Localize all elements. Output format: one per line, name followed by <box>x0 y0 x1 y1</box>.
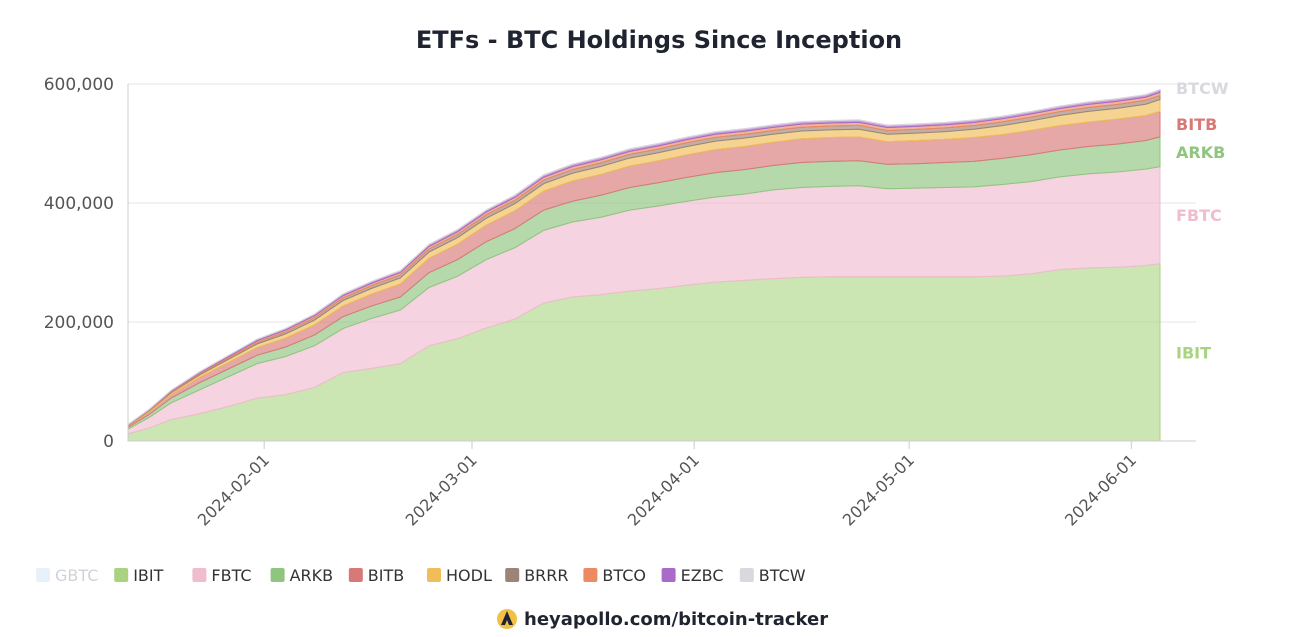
legend-swatch <box>583 568 598 582</box>
legend-item-gbtc[interactable]: GBTC <box>36 566 98 585</box>
legend-swatch <box>114 568 129 582</box>
legend-item-btcw[interactable]: BTCW <box>739 566 806 585</box>
legend[interactable]: GBTC IBIT FBTC ARKB BITB HODL BRRR BTCO EZBC BTCW <box>36 566 806 585</box>
x-tick-label: 2024-03-01 <box>402 450 481 529</box>
apollo-logo-icon <box>497 609 517 629</box>
legend-label: IBIT <box>133 566 163 585</box>
legend-item-btco[interactable]: BTCO <box>583 566 646 585</box>
y-tick-label: 400,000 <box>44 194 114 214</box>
legend-item-hodl[interactable]: HODL <box>427 566 492 585</box>
legend-swatch <box>36 568 50 582</box>
legend-swatch <box>192 568 207 582</box>
legend-swatch <box>427 568 441 582</box>
legend-label: BRRR <box>524 566 568 585</box>
end-label-fbtc: FBTC <box>1176 206 1222 225</box>
legend-item-ezbc[interactable]: EZBC <box>661 566 724 585</box>
legend-swatch <box>270 568 285 582</box>
legend-swatch <box>505 568 520 582</box>
chart-title: ETFs - BTC Holdings Since Inception <box>416 26 902 54</box>
legend-label: FBTC <box>211 566 251 585</box>
legend-item-fbtc[interactable]: FBTC <box>192 566 252 585</box>
legend-item-ibit[interactable]: IBIT <box>114 566 164 585</box>
x-tick-label: 2024-05-01 <box>839 450 918 529</box>
end-label-btcw: BTCW <box>1176 79 1229 98</box>
y-tick-label: 600,000 <box>44 75 114 95</box>
series-end-labels: IBIT FBTC ARKB BITB BTCW <box>1176 79 1229 362</box>
footer-link[interactable]: heyapollo.com/bitcoin-tracker <box>524 609 828 630</box>
footer[interactable]: heyapollo.com/bitcoin-tracker <box>497 609 828 630</box>
y-tick-label: 0 <box>103 432 114 452</box>
stacked-areas <box>127 88 1161 442</box>
end-label-ibit: IBIT <box>1176 343 1211 362</box>
x-tick-label: 2024-02-01 <box>194 450 273 529</box>
legend-item-brrr[interactable]: BRRR <box>505 566 569 585</box>
x-tick-label: 2024-06-01 <box>1061 450 1140 529</box>
legend-label: HODL <box>446 566 492 585</box>
legend-item-arkb[interactable]: ARKB <box>270 566 334 585</box>
legend-label: BITB <box>368 566 404 585</box>
legend-label: BTCW <box>759 566 806 585</box>
legend-swatch <box>739 568 754 582</box>
legend-item-bitb[interactable]: BITB <box>348 566 404 585</box>
legend-label: GBTC <box>55 566 98 585</box>
legend-label: EZBC <box>681 566 724 585</box>
x-tick-label: 2024-04-01 <box>624 450 703 529</box>
legend-swatch <box>348 568 363 582</box>
legend-label: BTCO <box>602 566 646 585</box>
area-btcw <box>127 88 1161 426</box>
end-label-arkb: ARKB <box>1176 143 1225 162</box>
end-label-bitb: BITB <box>1176 115 1217 134</box>
legend-label: ARKB <box>290 566 334 585</box>
y-tick-label: 200,000 <box>44 313 114 333</box>
legend-swatch <box>661 568 676 582</box>
